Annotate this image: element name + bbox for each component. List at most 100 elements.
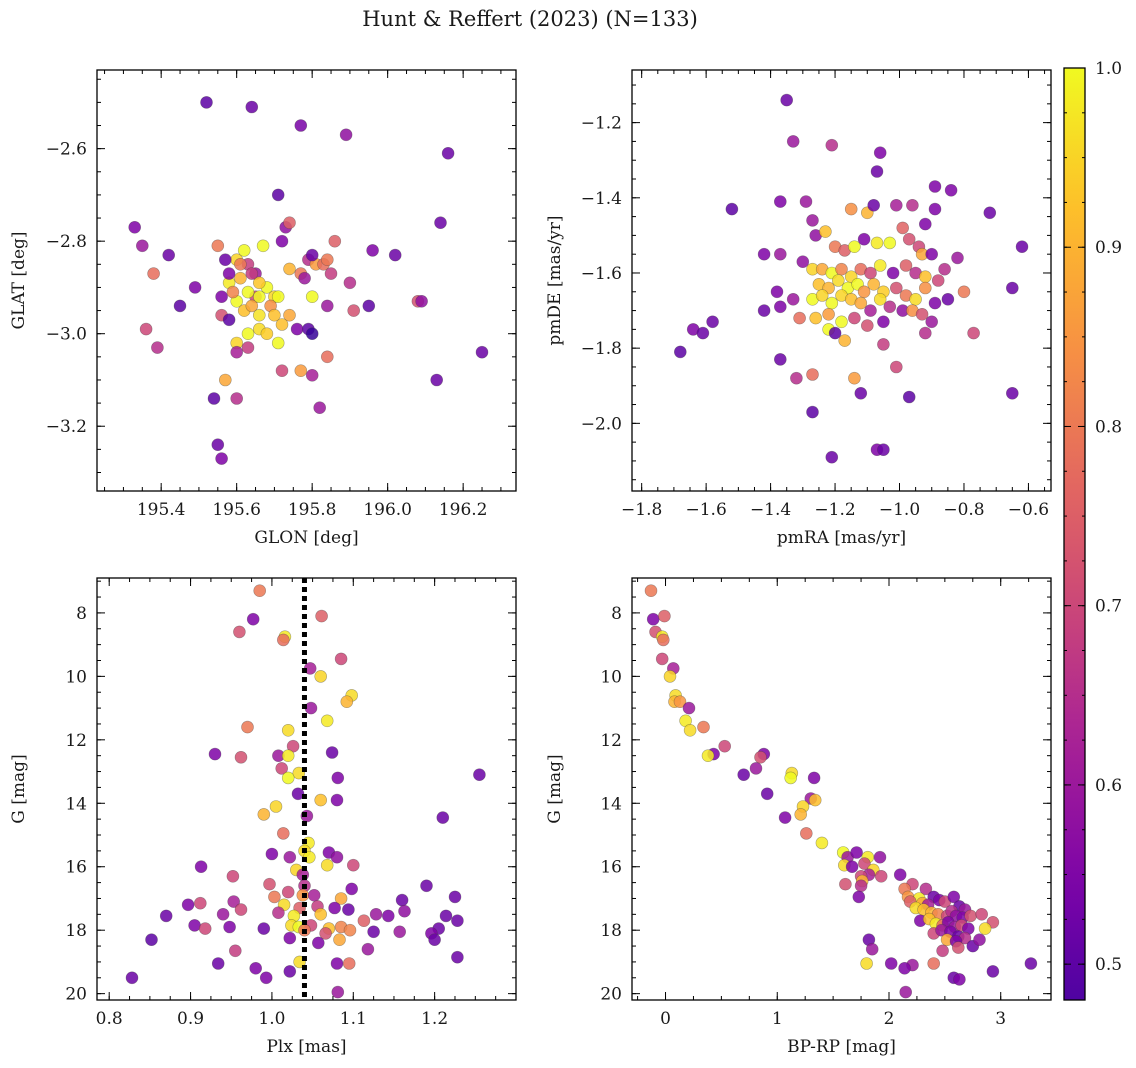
data-point: [320, 350, 334, 364]
data-point: [246, 612, 260, 626]
data-point: [451, 914, 464, 928]
y-tick-label: 20: [65, 985, 87, 1005]
data-point: [915, 307, 929, 321]
data-point: [658, 609, 671, 623]
data-point: [784, 771, 798, 785]
data-point: [259, 971, 273, 985]
data-points: [673, 93, 1029, 464]
data-point: [867, 277, 881, 291]
data-points: [644, 584, 1038, 999]
colorbar-tick-label: 0.9: [1095, 238, 1122, 258]
data-point: [330, 850, 344, 864]
data-point: [283, 965, 297, 978]
colorbar-tick-label: 1.0: [1095, 59, 1122, 79]
data-point: [873, 146, 887, 159]
data-point: [257, 808, 271, 821]
data-point: [825, 138, 839, 152]
data-point: [646, 612, 660, 626]
y-tick-label: 20: [600, 985, 622, 1005]
y-tick-label: 10: [65, 667, 87, 687]
data-point: [307, 888, 321, 902]
data-point: [815, 289, 829, 302]
data-point: [265, 847, 279, 861]
data-point: [393, 925, 407, 939]
data-point: [831, 274, 845, 287]
y-tick-label: 18: [600, 921, 622, 941]
data-point: [819, 225, 832, 238]
data-point: [986, 965, 1000, 978]
data-point: [325, 746, 339, 759]
data-point: [234, 903, 248, 916]
x-tick-label: 1.2: [421, 1009, 448, 1029]
data-point: [194, 860, 208, 874]
data-point: [854, 386, 868, 400]
data-point: [967, 326, 980, 340]
data-point: [188, 919, 201, 932]
data-point: [806, 368, 819, 381]
data-point: [918, 270, 932, 284]
data-point: [806, 214, 819, 227]
data-point: [215, 290, 228, 304]
data-point: [683, 723, 697, 737]
data-point: [125, 971, 139, 985]
data-point: [439, 909, 453, 923]
data-point: [330, 793, 344, 807]
data-point: [473, 768, 486, 782]
colorbar-gradient: [1064, 68, 1085, 1000]
data-point: [198, 922, 212, 935]
data-point: [294, 119, 308, 132]
data-point: [366, 244, 379, 257]
data-point: [815, 836, 829, 850]
data-point: [173, 299, 187, 313]
data-point: [215, 452, 228, 465]
data-point: [257, 922, 271, 935]
data-point: [269, 800, 283, 813]
data-point: [283, 308, 296, 322]
data-point: [298, 271, 311, 285]
data-point: [893, 868, 907, 882]
x-tick-label: 1.1: [340, 1009, 367, 1029]
data-point: [951, 251, 964, 265]
data-point: [860, 319, 874, 332]
data-point: [854, 879, 868, 893]
x-axis-label: GLON [deg]: [254, 528, 358, 548]
data-point: [219, 253, 232, 267]
data-point: [313, 401, 327, 415]
data-point: [320, 714, 334, 728]
data-point: [877, 315, 890, 329]
data-point: [241, 341, 255, 354]
data-point: [128, 221, 141, 234]
data-point: [644, 584, 658, 598]
data-point: [978, 922, 992, 935]
data-point: [938, 262, 951, 276]
data-point: [233, 625, 246, 639]
data-point: [314, 670, 328, 683]
data-point: [194, 896, 207, 910]
data-point: [896, 221, 910, 235]
data-point: [331, 985, 345, 999]
x-tick-label: −1.0: [879, 500, 920, 520]
proper-motion-panel: −1.8 −1.6 −1.4 −1.2 −1.0 −0.8 −0.6 −2.0 −1.8 −1.6…: [545, 69, 1052, 548]
data-point: [188, 281, 202, 294]
data-point: [253, 584, 267, 598]
data-point: [252, 308, 266, 322]
data-point: [898, 961, 911, 975]
data-point: [345, 882, 359, 896]
data-point: [441, 147, 455, 160]
data-point: [656, 633, 670, 647]
data-point: [311, 936, 325, 950]
data-point: [877, 443, 890, 457]
data-point: [951, 941, 965, 954]
data-point: [864, 304, 877, 317]
data-point: [448, 890, 462, 904]
axes-frame: [631, 577, 1052, 1001]
data-point: [799, 195, 813, 208]
data-point: [227, 895, 240, 908]
data-point: [420, 879, 433, 893]
data-point: [873, 850, 887, 864]
parallax-magnitude-panel: 0.8 0.9 1.0 1.1 1.2 8 10 12 14 16 18 20 Plx [mas] G […: [9, 577, 517, 1057]
data-point: [931, 274, 945, 287]
y-tick-label: −2.8: [46, 232, 87, 252]
y-tick-label: −1.6: [581, 264, 622, 284]
